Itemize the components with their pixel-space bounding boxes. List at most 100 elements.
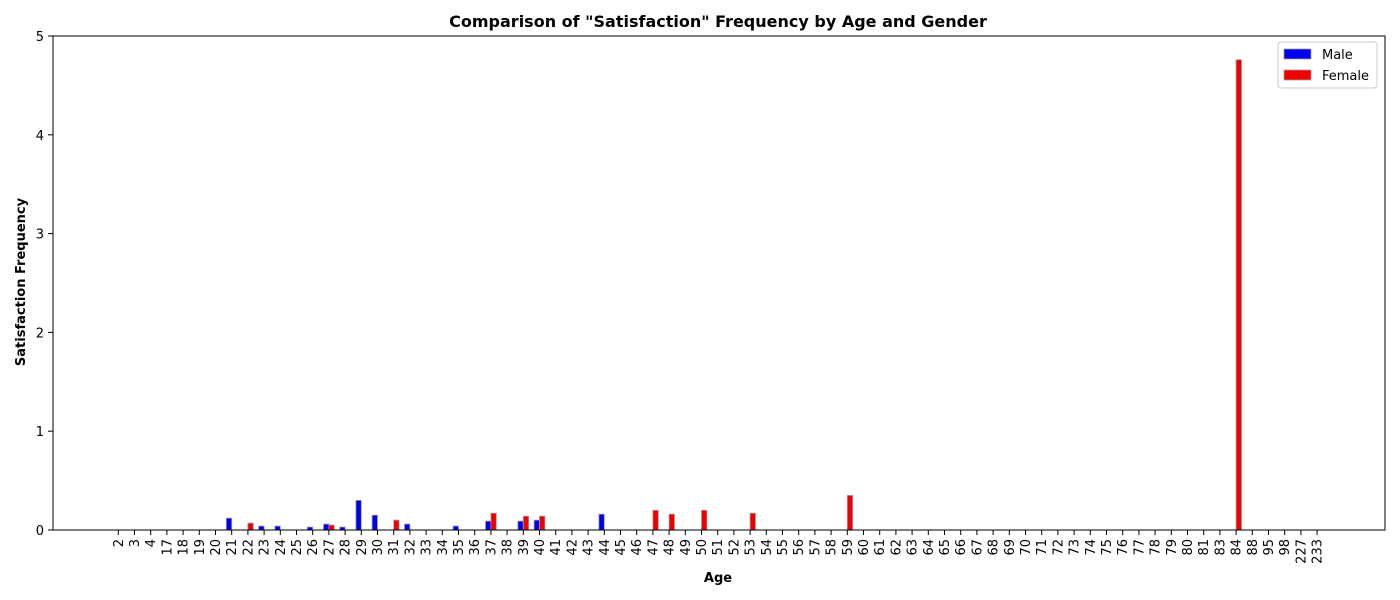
plot-frame: [52, 35, 1386, 531]
x-tick-label: 81: [1197, 539, 1212, 556]
x-tick-label: 79: [1165, 539, 1180, 556]
x-tick-label: 84: [1230, 539, 1245, 556]
x-tick-label: 2: [112, 539, 127, 547]
x-tick-label: 22: [241, 539, 256, 556]
y-tick-label: 4: [36, 129, 44, 144]
y-tick-label: 5: [36, 30, 44, 45]
x-tick-label: 88: [1246, 539, 1261, 556]
x-tick-label: 67: [970, 539, 985, 556]
x-tick-label: 83: [1213, 539, 1228, 556]
x-tick-label: 71: [1035, 539, 1050, 556]
x-tick-label: 65: [938, 539, 953, 556]
y-tick-label: 1: [36, 425, 44, 440]
x-tick-label: 44: [598, 539, 613, 556]
chart-title: Comparison of "Satisfaction" Frequency b…: [449, 12, 987, 31]
x-axis-label: Age: [704, 571, 732, 586]
x-tick-label: 80: [1181, 539, 1196, 556]
x-tick-label: 58: [825, 539, 840, 556]
bar-female-22: [247, 522, 254, 531]
bar-male-39: [517, 520, 524, 531]
bar-male-21: [225, 517, 233, 531]
bar-female-47: [652, 509, 659, 531]
x-tick-label: 57: [808, 539, 823, 556]
legend-swatch-male: [1283, 48, 1312, 60]
x-tick-label: 233: [1311, 539, 1326, 564]
x-tick-label: 29: [355, 539, 370, 556]
x-tick-label: 66: [954, 539, 969, 556]
x-tick-label: 73: [1068, 539, 1083, 556]
bar-female-40: [539, 515, 546, 531]
bar-male-27: [323, 523, 330, 531]
legend-swatch-female: [1283, 69, 1312, 81]
x-tick-label: 27: [322, 539, 337, 556]
x-tick-label: 74: [1084, 539, 1099, 556]
x-tick-label: 59: [841, 539, 856, 556]
x-tick-label: 34: [436, 539, 451, 556]
x-tick-label: 38: [501, 539, 516, 556]
bar-female-31: [393, 519, 400, 531]
x-tick-label: 46: [630, 539, 645, 556]
x-tick-label: 48: [663, 539, 678, 556]
x-tick-label: 20: [209, 539, 224, 556]
x-tick-label: 78: [1149, 539, 1164, 556]
x-tick-label: 47: [646, 539, 661, 556]
x-tick-label: 70: [1019, 539, 1034, 556]
bar-male-29: [355, 499, 362, 531]
legend-label-male: Male: [1322, 48, 1353, 63]
legend: Male Female: [1277, 41, 1378, 89]
x-tick-label: 4: [144, 539, 159, 547]
x-tick-label: 28: [339, 539, 354, 556]
bars-group: [225, 59, 1242, 531]
x-tick-label: 49: [679, 539, 694, 556]
x-tick-label: 68: [987, 539, 1002, 556]
x-tick-label: 64: [922, 539, 937, 556]
bar-female-59: [846, 495, 854, 531]
bar-female-53: [749, 512, 756, 531]
bar-male-24: [274, 525, 281, 531]
x-tick-label: 32: [403, 539, 418, 556]
x-tick-label: 72: [1051, 539, 1066, 556]
bar-male-37: [485, 520, 492, 531]
x-tick-label: 21: [225, 539, 240, 556]
x-axis: 2 3 4 17 18 19 20 21 22 23 24 25 26 27 28 29 30 31 32 33 34 3…: [112, 530, 1326, 564]
x-tick-label: 76: [1116, 539, 1131, 556]
bar-female-39: [522, 515, 530, 531]
x-tick-label: 56: [792, 539, 807, 556]
legend-label-female: Female: [1322, 69, 1369, 84]
x-tick-label: 23: [258, 539, 273, 556]
x-tick-label: 45: [614, 539, 629, 556]
x-tick-label: 40: [533, 539, 548, 556]
bar-male-23: [258, 525, 265, 531]
x-tick-label: 43: [582, 539, 597, 556]
y-tick-label: 0: [36, 524, 44, 539]
x-tick-label: 30: [371, 539, 386, 556]
x-tick-label: 36: [468, 539, 483, 556]
x-tick-label: 39: [517, 539, 532, 556]
bar-female-27: [328, 524, 335, 531]
x-tick-label: 33: [420, 539, 435, 556]
bar-female-50: [701, 509, 708, 531]
x-tick-label: 17: [160, 539, 175, 556]
x-tick-label: 25: [290, 539, 305, 556]
y-axis: 0 1 2 3 4 5: [36, 30, 53, 539]
x-tick-label: 95: [1262, 539, 1277, 556]
x-tick-label: 55: [776, 539, 791, 556]
x-tick-label: 61: [873, 539, 888, 556]
x-tick-label: 53: [744, 539, 759, 556]
x-tick-label: 37: [484, 539, 499, 556]
x-tick-label: 50: [695, 539, 710, 556]
x-tick-label: 69: [1003, 539, 1018, 556]
bar-female-48: [668, 513, 675, 531]
x-tick-label: 42: [565, 539, 580, 556]
y-tick-label: 3: [36, 228, 44, 243]
x-tick-label: 75: [1100, 539, 1115, 556]
y-axis-label: Satisfaction Frequency: [14, 197, 29, 366]
x-tick-label: 26: [306, 539, 321, 556]
bar-male-40: [533, 519, 540, 531]
x-tick-label: 54: [760, 539, 775, 556]
x-tick-label: 24: [274, 539, 289, 556]
x-tick-label: 31: [387, 539, 402, 556]
x-tick-label: 19: [193, 539, 208, 556]
